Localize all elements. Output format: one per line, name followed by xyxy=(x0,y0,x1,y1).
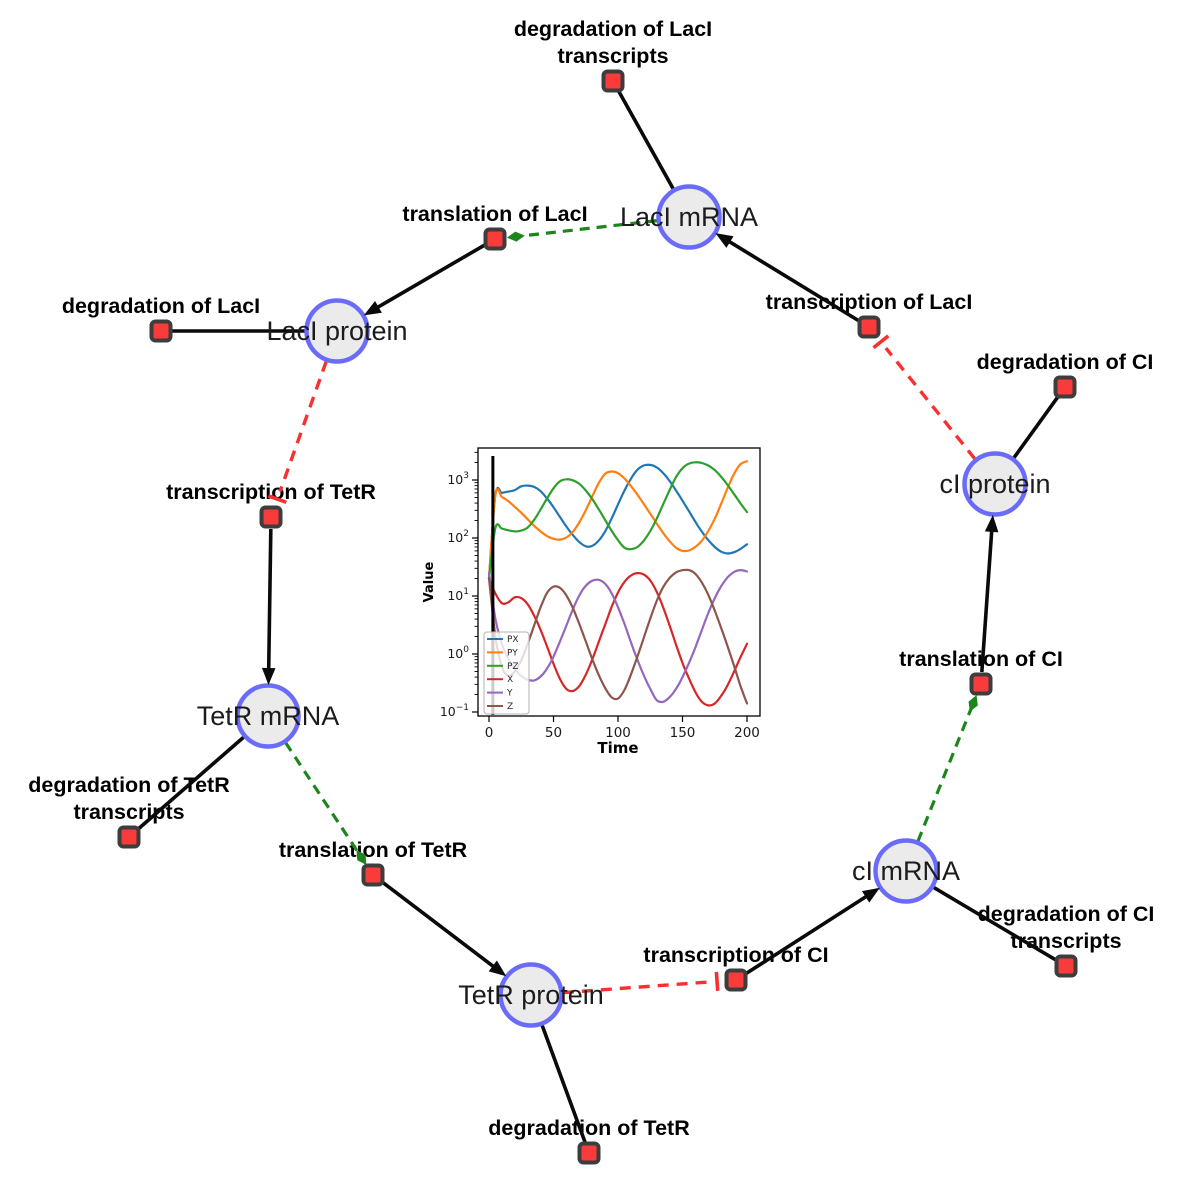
reaction-node-tl_LacI xyxy=(483,227,507,251)
species-node-TetR_protein xyxy=(498,962,564,1028)
reaction-label-deg_LacI_tx: degradation of LacI xyxy=(514,17,712,41)
reaction-label-deg_CI_tx: transcripts xyxy=(1010,929,1121,953)
x-tick-label: 50 xyxy=(545,725,562,741)
product-arrowhead xyxy=(488,960,507,977)
product-arrowhead xyxy=(861,887,880,903)
arrowheads-layer xyxy=(261,231,999,991)
edge-product-tr_TetR-TetR_mRNA xyxy=(266,528,273,673)
modifier-arrowhead xyxy=(356,849,367,865)
edges-layer xyxy=(131,84,1064,1149)
edge-inhibitor-LacI_protein-tr_TetR xyxy=(278,360,328,493)
reaction-label-deg_LacI_tx: transcripts xyxy=(557,44,668,68)
species-label-cI_protein: cI protein xyxy=(939,469,1050,499)
edge-modifier-TetR_mRNA-tl_TetR xyxy=(284,741,363,859)
legend-label-PZ: PZ xyxy=(507,662,519,672)
species-node-TetR_mRNA xyxy=(235,683,301,749)
edge-product-tr_LacI-LacI_mRNA xyxy=(725,238,860,323)
species-label-TetR_protein: TetR protein xyxy=(458,980,604,1010)
edge-modifier-cI_mRNA-tl_CI xyxy=(916,702,975,842)
nodes-layer xyxy=(117,69,1078,1165)
edge-reactant-TetR_protein-deg_TetR xyxy=(540,1024,589,1149)
legend-label-X: X xyxy=(507,675,513,685)
product-arrowhead xyxy=(715,233,734,248)
edge-modifier-LacI_mRNA-tl_LacI xyxy=(515,219,658,239)
reaction-node-tl_CI xyxy=(969,672,993,696)
reaction-label-deg_LacI: degradation of LacI xyxy=(62,294,260,318)
product-arrowhead xyxy=(261,667,276,686)
reaction-label-deg_CI_tx: degradation of CI xyxy=(978,902,1155,926)
edge-inhibitor-TetR_protein-tr_CI xyxy=(562,980,710,995)
reaction-node-deg_TetR xyxy=(577,1141,601,1165)
edge-reactant-cI_mRNA-deg_CI_tx xyxy=(932,885,1063,965)
reaction-label-deg_TetR: degradation of TetR xyxy=(488,1116,690,1140)
species-label-LacI_protein: LacI protein xyxy=(266,316,407,346)
x-axis-title: Time xyxy=(597,739,638,757)
legend-label-PY: PY xyxy=(507,648,518,658)
species-label-LacI_mRNA: LacI mRNA xyxy=(620,202,758,232)
plot-legend: PX PY PZ XYZ xyxy=(483,631,530,715)
reaction-node-tr_CI xyxy=(724,968,748,992)
legend-label-Z: Z xyxy=(507,702,513,712)
reaction-label-tr_CI: transcription of CI xyxy=(643,943,828,967)
series-line-X xyxy=(487,571,749,707)
edge-reactant-TetR_mRNA-deg_TetR_tx xyxy=(131,735,246,836)
reaction-node-deg_TetR_tx xyxy=(117,825,141,849)
edge-product-tl_TetR-TetR_protein xyxy=(381,880,498,970)
legend-label-Y: Y xyxy=(506,689,513,699)
edge-reactant-LacI_mRNA-deg_LacI_tx xyxy=(613,84,675,190)
edge-inhibitor-cI_protein-tr_LacI xyxy=(884,346,977,461)
reaction-node-tl_TetR xyxy=(361,863,385,887)
edge-reactant-cI_protein-deg_CI xyxy=(1012,390,1064,460)
species-labels-layer: LacI mRNA LacI protein TetR mRNA TetR prote… xyxy=(197,202,1051,1010)
reaction-node-tr_LacI xyxy=(857,315,881,339)
reaction-label-tl_TetR: translation of TetR xyxy=(279,838,468,862)
reaction-node-deg_CI_tx xyxy=(1054,954,1078,978)
series-line-PZ xyxy=(487,461,749,580)
x-tick-label: 100 xyxy=(605,725,631,741)
series-line-PX xyxy=(487,463,749,580)
inhibitor-tee xyxy=(872,334,890,350)
species-node-cI_protein xyxy=(962,451,1028,517)
series-line-Z xyxy=(487,568,749,705)
plot-curves xyxy=(487,456,749,715)
legend-label-PX: PX xyxy=(507,635,519,645)
species-node-cI_mRNA xyxy=(873,838,939,904)
species-label-TetR_mRNA: TetR mRNA xyxy=(197,701,340,731)
reaction-label-tr_LacI: transcription of LacI xyxy=(766,290,973,314)
x-tick-label: 0 xyxy=(485,725,494,741)
axes-box xyxy=(477,447,761,717)
inhibitor-tee xyxy=(714,971,720,991)
product-arrowhead xyxy=(363,300,382,316)
edge-product-tr_CI-cI_mRNA xyxy=(745,893,870,976)
x-tick-label: 150 xyxy=(670,725,696,741)
x-tick-label: 200 xyxy=(734,725,760,741)
reaction-node-tr_TetR xyxy=(259,505,283,529)
species-label-cI_mRNA: cI mRNA xyxy=(852,856,960,886)
species-node-LacI_mRNA xyxy=(656,184,722,250)
product-arrowhead xyxy=(984,514,999,533)
edge-product-tl_CI-cI_protein xyxy=(980,527,994,673)
reaction-node-deg_LacI xyxy=(149,319,173,343)
modifier-arrowhead xyxy=(506,231,525,242)
reaction-label-tr_TetR: transcription of TetR xyxy=(166,480,376,504)
species-node-LacI_protein xyxy=(304,298,370,364)
reaction-label-deg_CI: degradation of CI xyxy=(977,350,1154,374)
reaction-node-deg_LacI_tx xyxy=(601,69,625,93)
reaction-labels-layer: degradation of LacI transcripts translatio… xyxy=(28,17,1154,1140)
modifier-arrowhead xyxy=(968,695,978,712)
reaction-label-tl_LacI: translation of LacI xyxy=(402,202,587,226)
y-axis-title: Value xyxy=(422,561,437,602)
reaction-node-deg_CI xyxy=(1053,375,1077,399)
inhibitor-tee xyxy=(267,494,287,504)
series-line-Y xyxy=(487,568,749,704)
edge-product-tl_LacI-LacI_protein xyxy=(374,243,486,311)
